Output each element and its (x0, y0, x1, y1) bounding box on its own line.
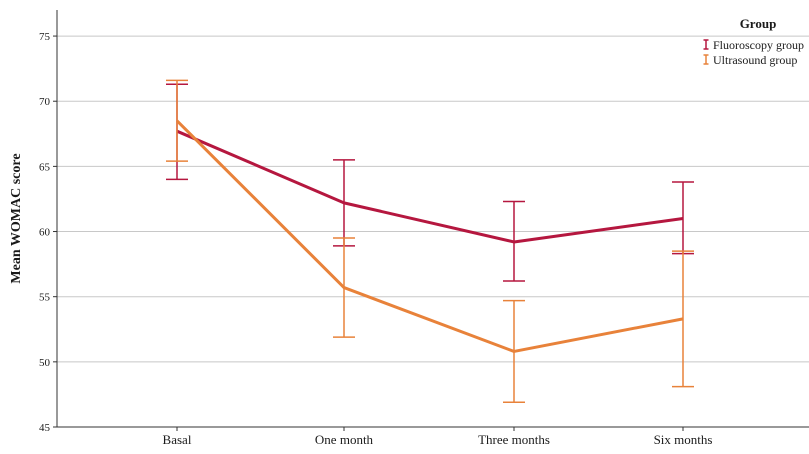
legend-item-0: Fluoroscopy group (703, 38, 804, 52)
y-tick-label-75: 75 (39, 31, 51, 43)
x-tick-label-0: Basal (163, 432, 192, 447)
legend-label-1: Ultrasound group (713, 53, 797, 67)
legend-title: Group (740, 16, 777, 31)
y-tick-labels: 45 50 55 60 65 70 75 (39, 31, 57, 434)
x-tick-label-2: Three months (478, 432, 550, 447)
series-0 (166, 83, 694, 282)
legend-label-0: Fluoroscopy group (713, 38, 804, 52)
axes (56, 10, 809, 428)
series (166, 79, 694, 403)
y-tick-label-70: 70 (39, 96, 51, 108)
y-tick-label-65: 65 (39, 161, 51, 173)
series-1 (166, 79, 694, 403)
x-tick-label-1: One month (315, 432, 374, 447)
x-tick-label-3: Six months (654, 432, 713, 447)
y-axis-title: Mean WOMAC score (9, 153, 24, 283)
y-tick-label-60: 60 (39, 227, 51, 239)
error-bar (672, 181, 694, 255)
y-tick-label-50: 50 (39, 357, 51, 369)
x-tick-labels: Basal One month Three months Six months (163, 427, 713, 447)
y-tick-label-55: 55 (39, 292, 51, 304)
legend-symbol (703, 39, 709, 50)
series-line-1 (175, 119, 684, 353)
legend-item-1: Ultrasound group (703, 53, 797, 67)
y-tick-label-45: 45 (39, 422, 51, 434)
series-line-0 (176, 129, 684, 244)
legend-symbol (703, 54, 709, 65)
